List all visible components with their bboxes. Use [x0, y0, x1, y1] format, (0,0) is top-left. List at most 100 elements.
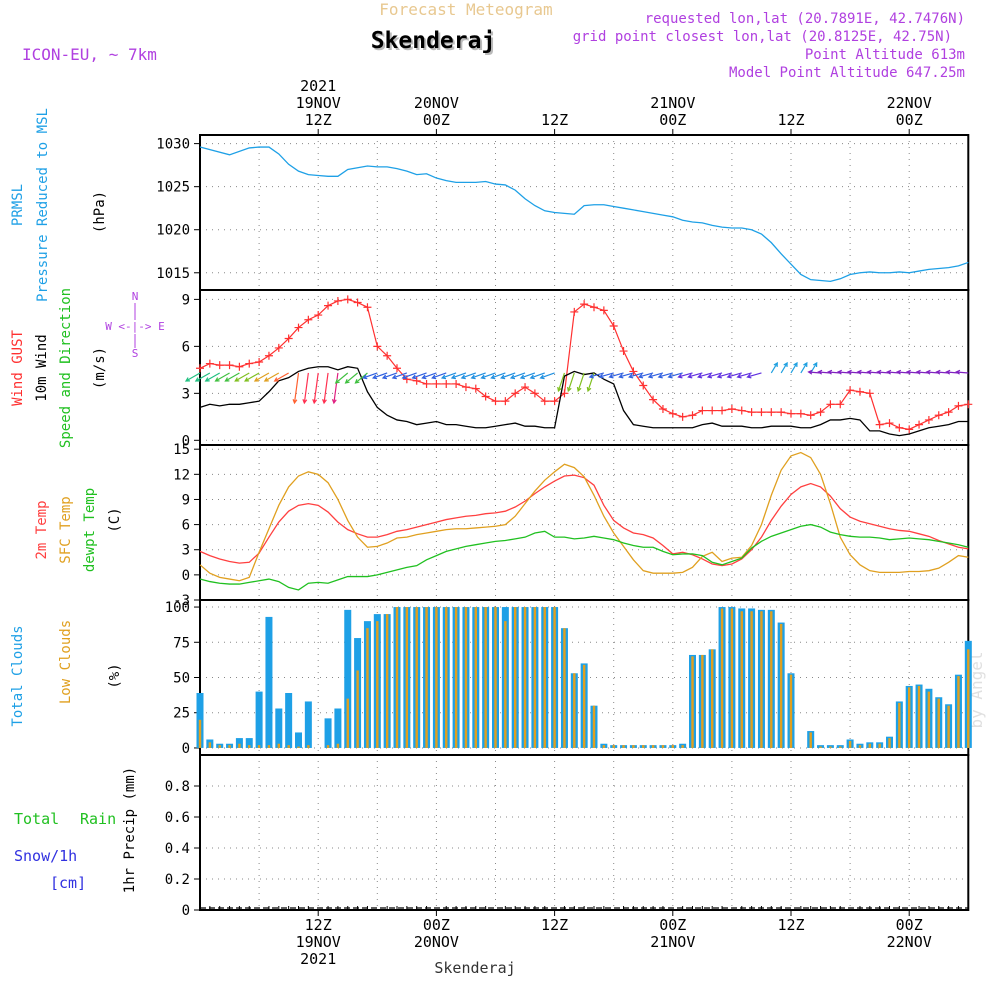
gust-marker: [816, 408, 825, 417]
gust-marker: [718, 406, 727, 415]
wind-arrow: [827, 369, 841, 375]
y-tick-label: 9: [182, 492, 190, 508]
low-cloud-bar: [720, 608, 724, 748]
y-tick-label: 15: [173, 442, 190, 458]
gust-marker: [294, 323, 303, 332]
gust-marker: [540, 397, 549, 406]
wind-arrow: [677, 372, 693, 379]
low-cloud-bar: [563, 628, 566, 748]
wind-arrow: [529, 372, 545, 380]
low-cloud-bar: [622, 745, 625, 748]
low-cloud-bar: [839, 746, 842, 748]
gust-marker: [875, 420, 884, 429]
total-cloud-bar: [304, 701, 312, 748]
low-cloud-bar: [405, 607, 409, 748]
low-cloud-bar: [898, 702, 901, 748]
wind-arrow: [421, 372, 437, 380]
total-label: Total: [14, 810, 59, 828]
y-tick-label: 1020: [156, 223, 190, 239]
gust-marker: [924, 415, 933, 424]
meteogram-title: Forecast Meteogram: [379, 0, 552, 19]
total-cloud-bar: [817, 745, 825, 748]
y-tick-label: 75: [173, 635, 190, 651]
gust-marker: [639, 381, 648, 390]
gust-marker: [757, 408, 766, 417]
gust-line: [199, 298, 969, 430]
low-cloud-bar: [740, 611, 743, 748]
wind-arrow: [935, 369, 949, 375]
location-title-shadow: Skenderaj: [371, 28, 496, 54]
gust-marker: [668, 409, 677, 418]
gust-marker: [363, 303, 372, 312]
celsius-unit-label: (C): [107, 507, 123, 532]
gust-marker: [619, 347, 628, 356]
wind-arrow: [667, 372, 683, 379]
panel-1: 1015 1020 1025 1030: [156, 134, 970, 291]
y-tick-label: -3: [173, 593, 190, 609]
low-cloud-bar: [435, 607, 438, 748]
low-cloud-bar: [760, 611, 763, 748]
time-label-top: 00Z: [423, 111, 450, 129]
compass-south: S: [132, 347, 139, 360]
compass-legend: N W <-|-> E S: [105, 290, 165, 360]
gust-marker: [442, 379, 451, 388]
wind-arrow: [876, 369, 890, 375]
wind-arrow: [224, 372, 240, 382]
gust-marker: [432, 379, 441, 388]
wind-arrow: [716, 372, 733, 379]
wind-arrow: [836, 369, 851, 375]
time-label-bottom: 20NOV: [414, 933, 459, 951]
ms-unit-label: (m/s): [92, 347, 108, 389]
wind-arrow: [401, 372, 417, 380]
low-cloud-bar: [829, 746, 832, 748]
total-cloud-bar: [285, 693, 293, 748]
low-cloud-bar: [307, 745, 310, 748]
gust-marker: [304, 315, 313, 324]
time-label-top: 12Z: [541, 111, 568, 129]
gust-marker: [609, 322, 618, 331]
gust-marker: [964, 400, 973, 409]
time-label-bottom: 21NOV: [650, 933, 695, 951]
wind-arrow: [292, 372, 300, 405]
y-tick-label: 0.6: [165, 810, 190, 826]
wind-arrow: [886, 369, 900, 375]
wind-arrow: [509, 372, 526, 380]
wind-arrow: [895, 369, 910, 375]
low-cloud-bar: [356, 670, 359, 748]
gust-marker: [501, 397, 510, 406]
gust-marker: [393, 364, 401, 373]
wind-arrow: [696, 372, 713, 379]
wind-arrow: [807, 369, 821, 375]
gust-marker: [324, 301, 333, 310]
gust-marker: [383, 351, 392, 360]
time-label-top: 19NOV: [296, 94, 341, 112]
y-tick-label: 25: [173, 706, 190, 722]
wind-arrow: [810, 361, 818, 374]
gust-marker: [580, 300, 589, 309]
y-tick-label: 0: [182, 433, 190, 449]
gust-marker: [353, 298, 362, 307]
low-cloud-bar: [671, 745, 674, 748]
pressure-msl-label: Pressure Reduced to MSL: [35, 108, 51, 302]
wind-arrow: [746, 372, 762, 379]
wind-arrow: [955, 369, 969, 375]
wind-arrow: [253, 372, 270, 382]
low-cloud-bar: [878, 743, 881, 748]
precip-panel-labels: Total Rain Snow/1h [cm] 1hr Precip (mm): [14, 767, 138, 893]
gust-marker: [767, 408, 776, 417]
low-cloud-bar: [287, 745, 290, 748]
time-label-bottom: 12Z: [777, 916, 804, 934]
gust-marker: [836, 400, 845, 409]
wind-arrow: [770, 361, 778, 374]
low-cloud-bar: [573, 673, 576, 748]
wind-arrow: [431, 372, 447, 380]
y-tick-label: 0: [182, 903, 190, 919]
time-label-bottom: 12Z: [305, 916, 332, 934]
wind-arrow: [945, 369, 959, 375]
wind-arrow: [362, 372, 378, 380]
time-label-top: 00Z: [659, 111, 686, 129]
wind-arrow: [244, 372, 260, 382]
low-cloud-bar: [445, 607, 448, 748]
gust-marker: [333, 296, 342, 305]
